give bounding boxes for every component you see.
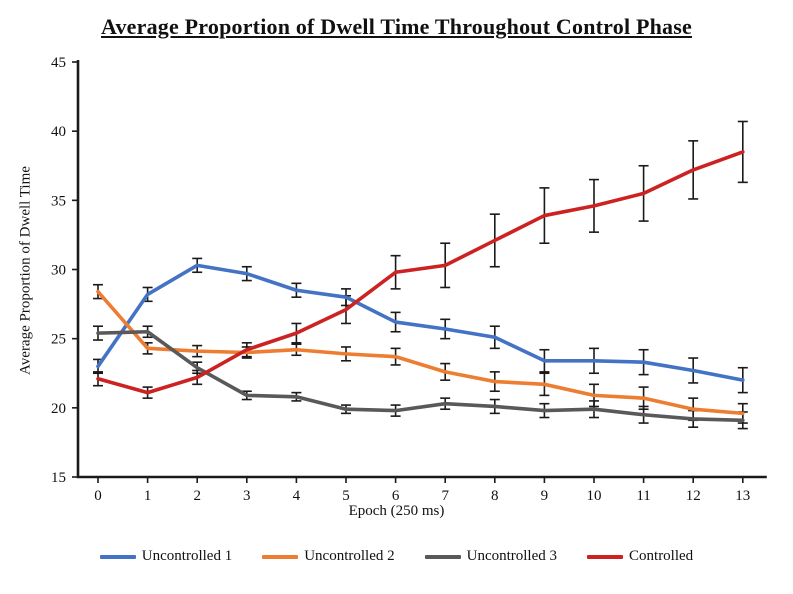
svg-text:25: 25 bbox=[51, 332, 66, 348]
svg-text:40: 40 bbox=[51, 124, 66, 140]
x-axis-label: Epoch (250 ms) bbox=[348, 503, 445, 519]
chart-legend: Uncontrolled 1 Uncontrolled 2 Uncontroll… bbox=[0, 548, 793, 565]
legend-line-swatch-red bbox=[587, 554, 624, 559]
svg-text:11: 11 bbox=[636, 488, 650, 504]
legend-label: Controlled bbox=[629, 548, 694, 564]
svg-text:8: 8 bbox=[491, 488, 499, 504]
svg-text:2: 2 bbox=[193, 488, 201, 504]
svg-text:3: 3 bbox=[243, 488, 251, 504]
svg-text:35: 35 bbox=[51, 193, 66, 209]
svg-text:0: 0 bbox=[94, 488, 102, 504]
svg-text:12: 12 bbox=[686, 488, 701, 504]
svg-text:9: 9 bbox=[541, 488, 549, 504]
svg-text:5: 5 bbox=[342, 488, 350, 504]
svg-text:1: 1 bbox=[144, 488, 152, 504]
svg-text:13: 13 bbox=[735, 488, 750, 504]
legend-item-uncontrolled-1: Uncontrolled 1 bbox=[99, 548, 233, 565]
legend-line-swatch-gray bbox=[424, 554, 461, 559]
legend-item-controlled: Controlled bbox=[587, 548, 693, 565]
legend-item-uncontrolled-2: Uncontrolled 2 bbox=[262, 548, 395, 565]
svg-text:6: 6 bbox=[392, 488, 400, 504]
svg-text:30: 30 bbox=[51, 263, 66, 279]
legend-line-swatch-orange bbox=[262, 554, 299, 559]
svg-text:4: 4 bbox=[293, 488, 301, 504]
svg-text:20: 20 bbox=[51, 401, 66, 417]
legend-item-uncontrolled-3: Uncontrolled 3 bbox=[424, 548, 558, 565]
svg-text:15: 15 bbox=[51, 470, 66, 486]
legend-label: Uncontrolled 3 bbox=[466, 548, 558, 564]
svg-text:45: 45 bbox=[51, 55, 66, 71]
legend-line-swatch-blue bbox=[99, 554, 136, 559]
legend-label: Uncontrolled 2 bbox=[304, 548, 395, 564]
svg-text:7: 7 bbox=[441, 488, 449, 504]
chart-title: Average Proportion of Dwell Time Through… bbox=[101, 14, 692, 39]
svg-text:10: 10 bbox=[587, 488, 602, 504]
legend-label: Uncontrolled 1 bbox=[141, 548, 233, 564]
